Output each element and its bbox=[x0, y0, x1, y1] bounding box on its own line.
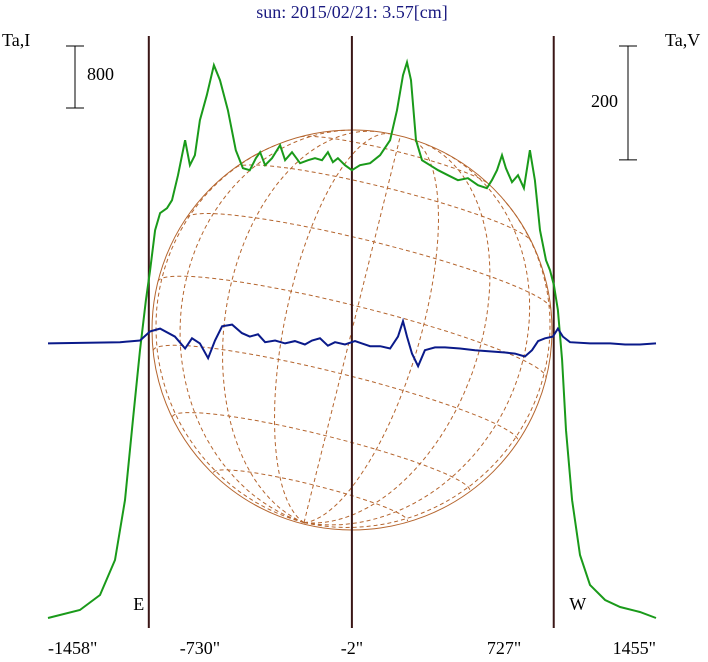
x-tick-label: -1458" bbox=[48, 638, 97, 658]
x-tick-label: -730" bbox=[180, 638, 220, 658]
grid-curve bbox=[157, 275, 547, 379]
y2-axis-label: Ta,V bbox=[665, 30, 700, 50]
grid-curve bbox=[303, 143, 491, 524]
scale-bar-label: 200 bbox=[591, 91, 618, 111]
marker-label: W bbox=[569, 594, 586, 614]
x-tick-label: 1455" bbox=[613, 638, 656, 658]
grid-curve bbox=[222, 130, 375, 524]
x-tick-label: 727" bbox=[487, 638, 521, 658]
series-line bbox=[47, 58, 657, 619]
x-tick-label: -2" bbox=[341, 638, 363, 658]
grid-curve bbox=[303, 199, 551, 529]
grid-curve bbox=[155, 143, 305, 524]
grid-curve bbox=[172, 412, 471, 491]
grid-curve bbox=[303, 151, 531, 526]
series-line bbox=[47, 317, 657, 369]
grid-curve bbox=[303, 138, 440, 524]
grid-curve bbox=[152, 344, 519, 442]
grid-curve bbox=[273, 132, 390, 524]
marker-label: E bbox=[133, 594, 144, 614]
chart-title: sun: 2015/02/21: 3.57[cm] bbox=[256, 2, 448, 22]
y-axis-label: Ta,I bbox=[2, 30, 30, 50]
grid-curve bbox=[303, 135, 401, 523]
scale-bar-label: 800 bbox=[87, 64, 114, 84]
